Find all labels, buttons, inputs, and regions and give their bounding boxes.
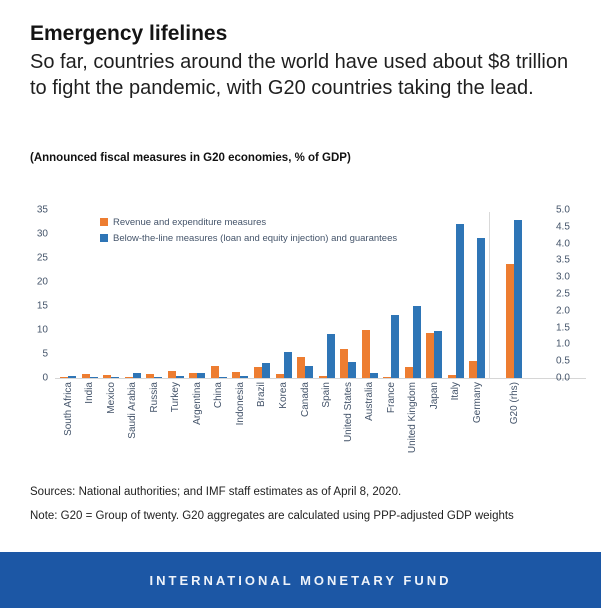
x-axis-label-india: India [84,382,96,404]
bar-belowline-turkey [175,375,184,378]
y-axis-right-tick: 3.5 [556,254,570,266]
x-axis-label-indonesia: Indonesia [234,382,246,426]
y-axis-left-tick: 30 [36,228,48,240]
bar-belowline-mexico [111,377,120,378]
x-axis-label-spain: Spain [321,382,333,408]
x-axis-label-mexico: Mexico [105,382,117,414]
x-axis-label-united-kingdom: United Kingdom [407,382,419,454]
bar-revenue-australia [361,330,370,378]
bar-belowline-south-africa [68,375,76,378]
y-axis-right-tick: 0.5 [556,355,570,367]
x-axis-line [55,378,586,379]
y-axis-right-tick: 3.0 [556,271,570,283]
bar-revenue-brazil [253,366,262,378]
bar-belowline-united-kingdom [412,306,421,378]
bar-belowline-russia [154,376,163,378]
legend-item: Below-the-line measures (loan and equity… [100,232,398,244]
legend-label: Revenue and expenditure measures [113,216,267,228]
imf-wordmark: INTERNATIONAL MONETARY FUND [149,572,452,588]
legend-item: Revenue and expenditure measures [100,216,267,228]
legend-swatch-icon [100,234,108,242]
y-axis-right-tick: 1.0 [556,338,570,350]
y-axis-left-tick: 10 [36,324,48,336]
bar-belowline-australia [369,372,378,378]
y-axis-left-tick: 25 [36,252,48,264]
x-axis-label-russia: Russia [148,382,160,413]
legend-label: Below-the-line measures (loan and equity… [113,232,398,244]
bar-revenue-russia [146,374,155,378]
bar-revenue-germany [469,360,478,378]
y-axis-left-tick: 35 [36,204,48,216]
y-axis-right-tick: 2.5 [556,288,570,300]
bar-belowline-canada [305,366,314,378]
bar-belowline-saudi-arabia [132,372,141,378]
y-axis-right-tick: 4.5 [556,221,570,233]
x-axis-label-united-states: United States [342,382,354,443]
y-axis-right-tick: 0.0 [556,372,570,384]
y-axis-left-tick: 5 [42,348,48,360]
x-axis-label-turkey: Turkey [170,382,182,413]
page-subtitle: So far, countries around the world have … [30,51,569,99]
x-axis-label-korea: Korea [278,382,289,409]
y-axis-right-tick: 1.5 [556,322,570,334]
bar-revenue-united-states [340,348,349,378]
chart-caption: (Announced fiscal measures in G20 econom… [30,152,351,164]
y-axis-right-tick: 2.0 [556,305,570,317]
bar-revenue-spain [318,375,327,378]
x-axis-label-argentina: Argentina [191,382,203,425]
bar-belowline-indonesia [240,376,249,378]
y-axis-left-tick: 15 [36,300,48,312]
y-axis-left-tick: 20 [36,276,48,288]
bar-revenue-united-kingdom [404,366,413,378]
bar-revenue-canada [297,356,306,378]
bar-belowline-france [391,314,400,378]
bar-revenue-mexico [103,374,112,378]
x-axis-label-france: France [385,382,397,414]
note-text: Note: G20 = Group of twenty. G20 aggrega… [30,510,514,522]
bar-revenue-saudi-arabia [124,377,133,378]
bar-revenue-argentina [189,373,198,378]
bar-revenue-korea [275,374,284,378]
bar-revenue-south-africa [60,377,68,378]
x-axis-label-brazil: Brazil [256,382,268,408]
bar-belowline-brazil [261,362,270,378]
bar-belowline-china [218,376,227,378]
bar-belowline-germany [477,238,486,378]
bar-chart: 0 5 10 15 20 25 30 35 0.0 0.5 1.0 1.5 2.0 2.5 3.0 3.5 4.… [36,204,586,454]
bar-belowline-italy [455,224,464,378]
x-axis-label-canada: Canada [299,382,311,418]
bar-revenue-france [383,377,392,378]
bar-belowline-argentina [197,373,206,378]
bar-revenue-g20-rhs [506,263,514,378]
y-axis-right-tick: 5.0 [556,204,570,216]
bar-revenue-indonesia [232,372,241,378]
bar-revenue-india [81,374,90,378]
y-axis-right-tick: 4.0 [556,238,570,250]
x-axis-label-italy: Italy [450,382,462,401]
bar-revenue-turkey [167,371,176,378]
bar-belowline-united-states [348,361,357,378]
bar-revenue-china [210,366,219,378]
x-axis-label-china: China [213,382,225,409]
x-axis-label-south-africa: South Africa [62,382,74,436]
x-axis-label-germany: Germany [471,382,483,424]
g20-separator-line [489,212,490,379]
bar-belowline-korea [283,351,292,378]
y-axis-left-tick: 0 [42,372,48,384]
x-axis-label-australia: Australia [364,382,376,421]
x-axis-label-saudi-arabia: Saudi Arabia [127,382,139,439]
bar-belowline-india [89,377,98,378]
legend-swatch-icon [100,218,108,226]
imf-footer-band: INTERNATIONAL MONETARY FUND [0,552,601,608]
x-axis-label-g20-rhs: G20 (rhs) [508,382,520,425]
bar-revenue-italy [447,375,456,378]
sources-text: Sources: National authorities; and IMF s… [30,486,402,498]
bar-belowline-g20-rhs [514,220,522,378]
page-title: Emergency lifelines [30,22,228,45]
bar-belowline-spain [326,333,335,378]
x-axis-label-japan: Japan [428,382,440,410]
bar-revenue-japan [426,333,435,378]
bar-belowline-japan [434,330,443,378]
